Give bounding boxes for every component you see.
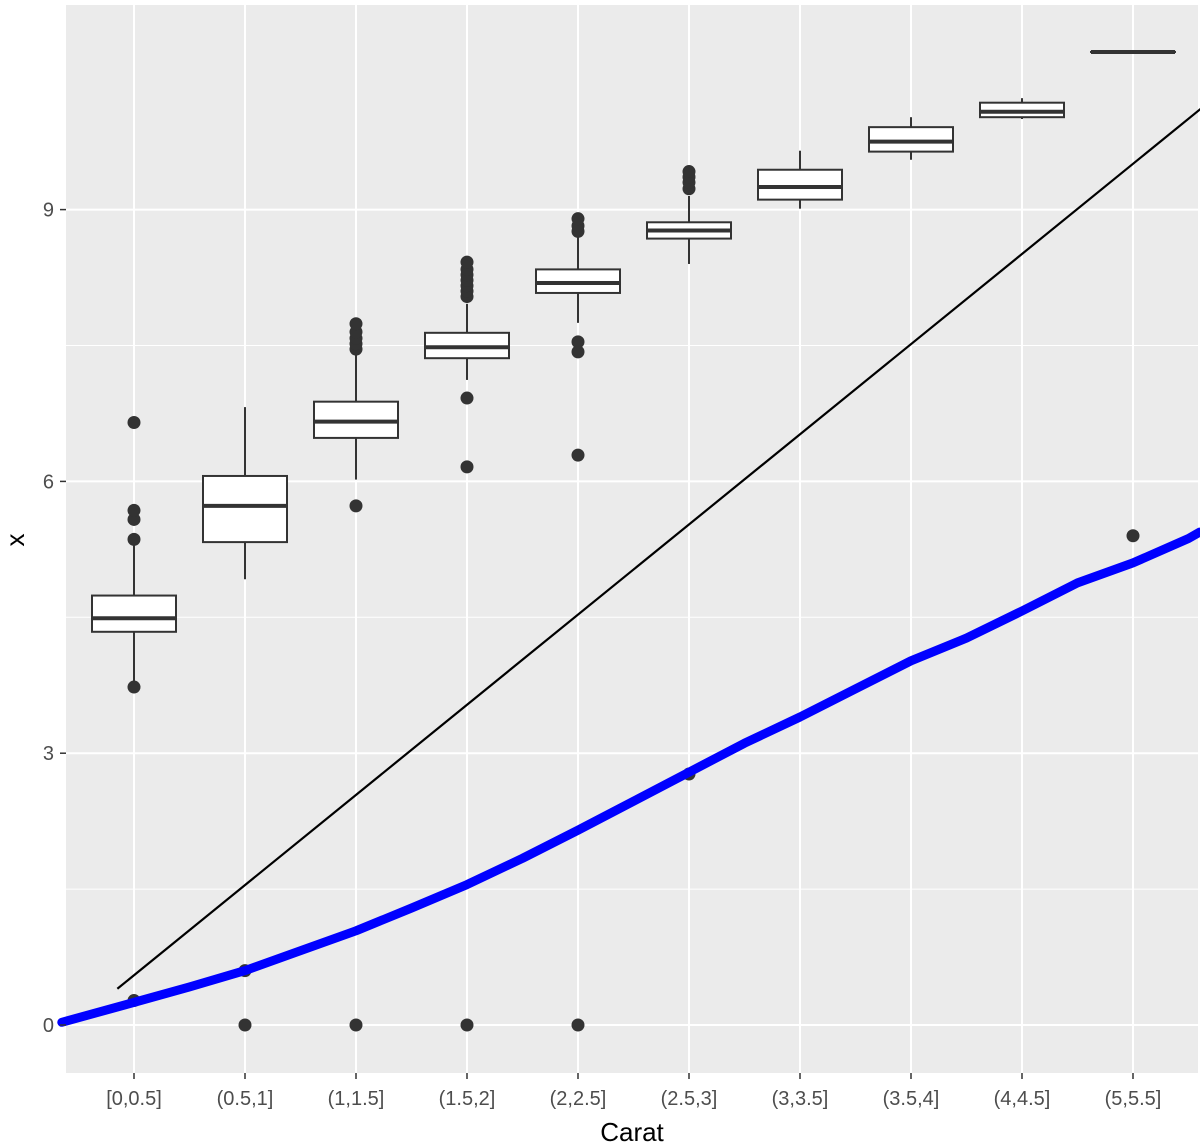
outlier-point [571,1018,585,1032]
outlier-point [1126,529,1140,543]
outlier-point [349,1018,363,1032]
box-8 [979,98,1065,119]
smooth-line [57,527,1200,1027]
outlier-point [127,416,141,430]
outlier-point [571,212,585,226]
box-4 [535,212,621,1032]
x-tick-label: (3,3.5] [772,1088,829,1110]
grid-lines [66,5,1198,1073]
y-tick-label: 0 [43,1015,54,1037]
y-axis-title: x [0,534,30,547]
outlier-point [571,335,585,349]
outlier-point [127,503,141,517]
x-tick-label: (5,5.5] [1105,1088,1162,1110]
x-axis-ticks: [0,0.5] (0.5,1] (1,1.5] (1.5,2] (2,2.5] (2.5,… [106,1073,1161,1110]
box-7 [868,117,954,160]
box-6 [757,150,843,209]
outlier-point [127,512,141,526]
box-3 [424,255,510,1032]
x-tick-label: (1.5,2] [439,1088,496,1110]
y-tick-label: 9 [43,200,54,222]
x-tick-label: (0.5,1] [217,1088,274,1110]
outlier-point [460,1018,474,1032]
box-iqr [91,594,177,633]
x-tick-label: [0,0.5] [106,1088,162,1110]
outlier-point [682,165,696,179]
outlier-point [460,391,474,405]
y-tick-label: 6 [43,471,54,493]
box-9 [1090,49,1176,543]
box-5 [646,165,732,781]
box-1 [202,407,288,1032]
y-axis-ticks: 0 3 6 9 [43,200,66,1037]
box-iqr [757,168,843,201]
outlier-point [127,532,141,546]
smooth-line-layer [57,527,1200,1027]
outlier-point [238,1018,252,1032]
outlier-point [349,317,363,331]
outlier-point [571,448,585,462]
x-tick-label: (1,1.5] [328,1088,385,1110]
outlier-point [127,680,141,694]
box-iqr [868,126,954,153]
box-0 [91,416,177,1008]
outlier-point [349,499,363,513]
reference-line-layer [116,107,1200,990]
y-tick-label: 3 [43,743,54,765]
x-tick-label: (2.5,3] [661,1088,718,1110]
outlier-point [460,255,474,269]
outlier-point [571,345,585,359]
outlier-point [460,460,474,474]
box-iqr [202,474,288,544]
reference-line [116,107,1200,990]
box-2 [313,317,399,1032]
x-tick-label: (4,4.5] [994,1088,1051,1110]
x-tick-label: (2,2.5] [550,1088,607,1110]
x-tick-label: (3.5,4] [883,1088,940,1110]
boxes-layer [91,49,1176,1032]
x-axis-title: Carat [600,1117,664,1145]
